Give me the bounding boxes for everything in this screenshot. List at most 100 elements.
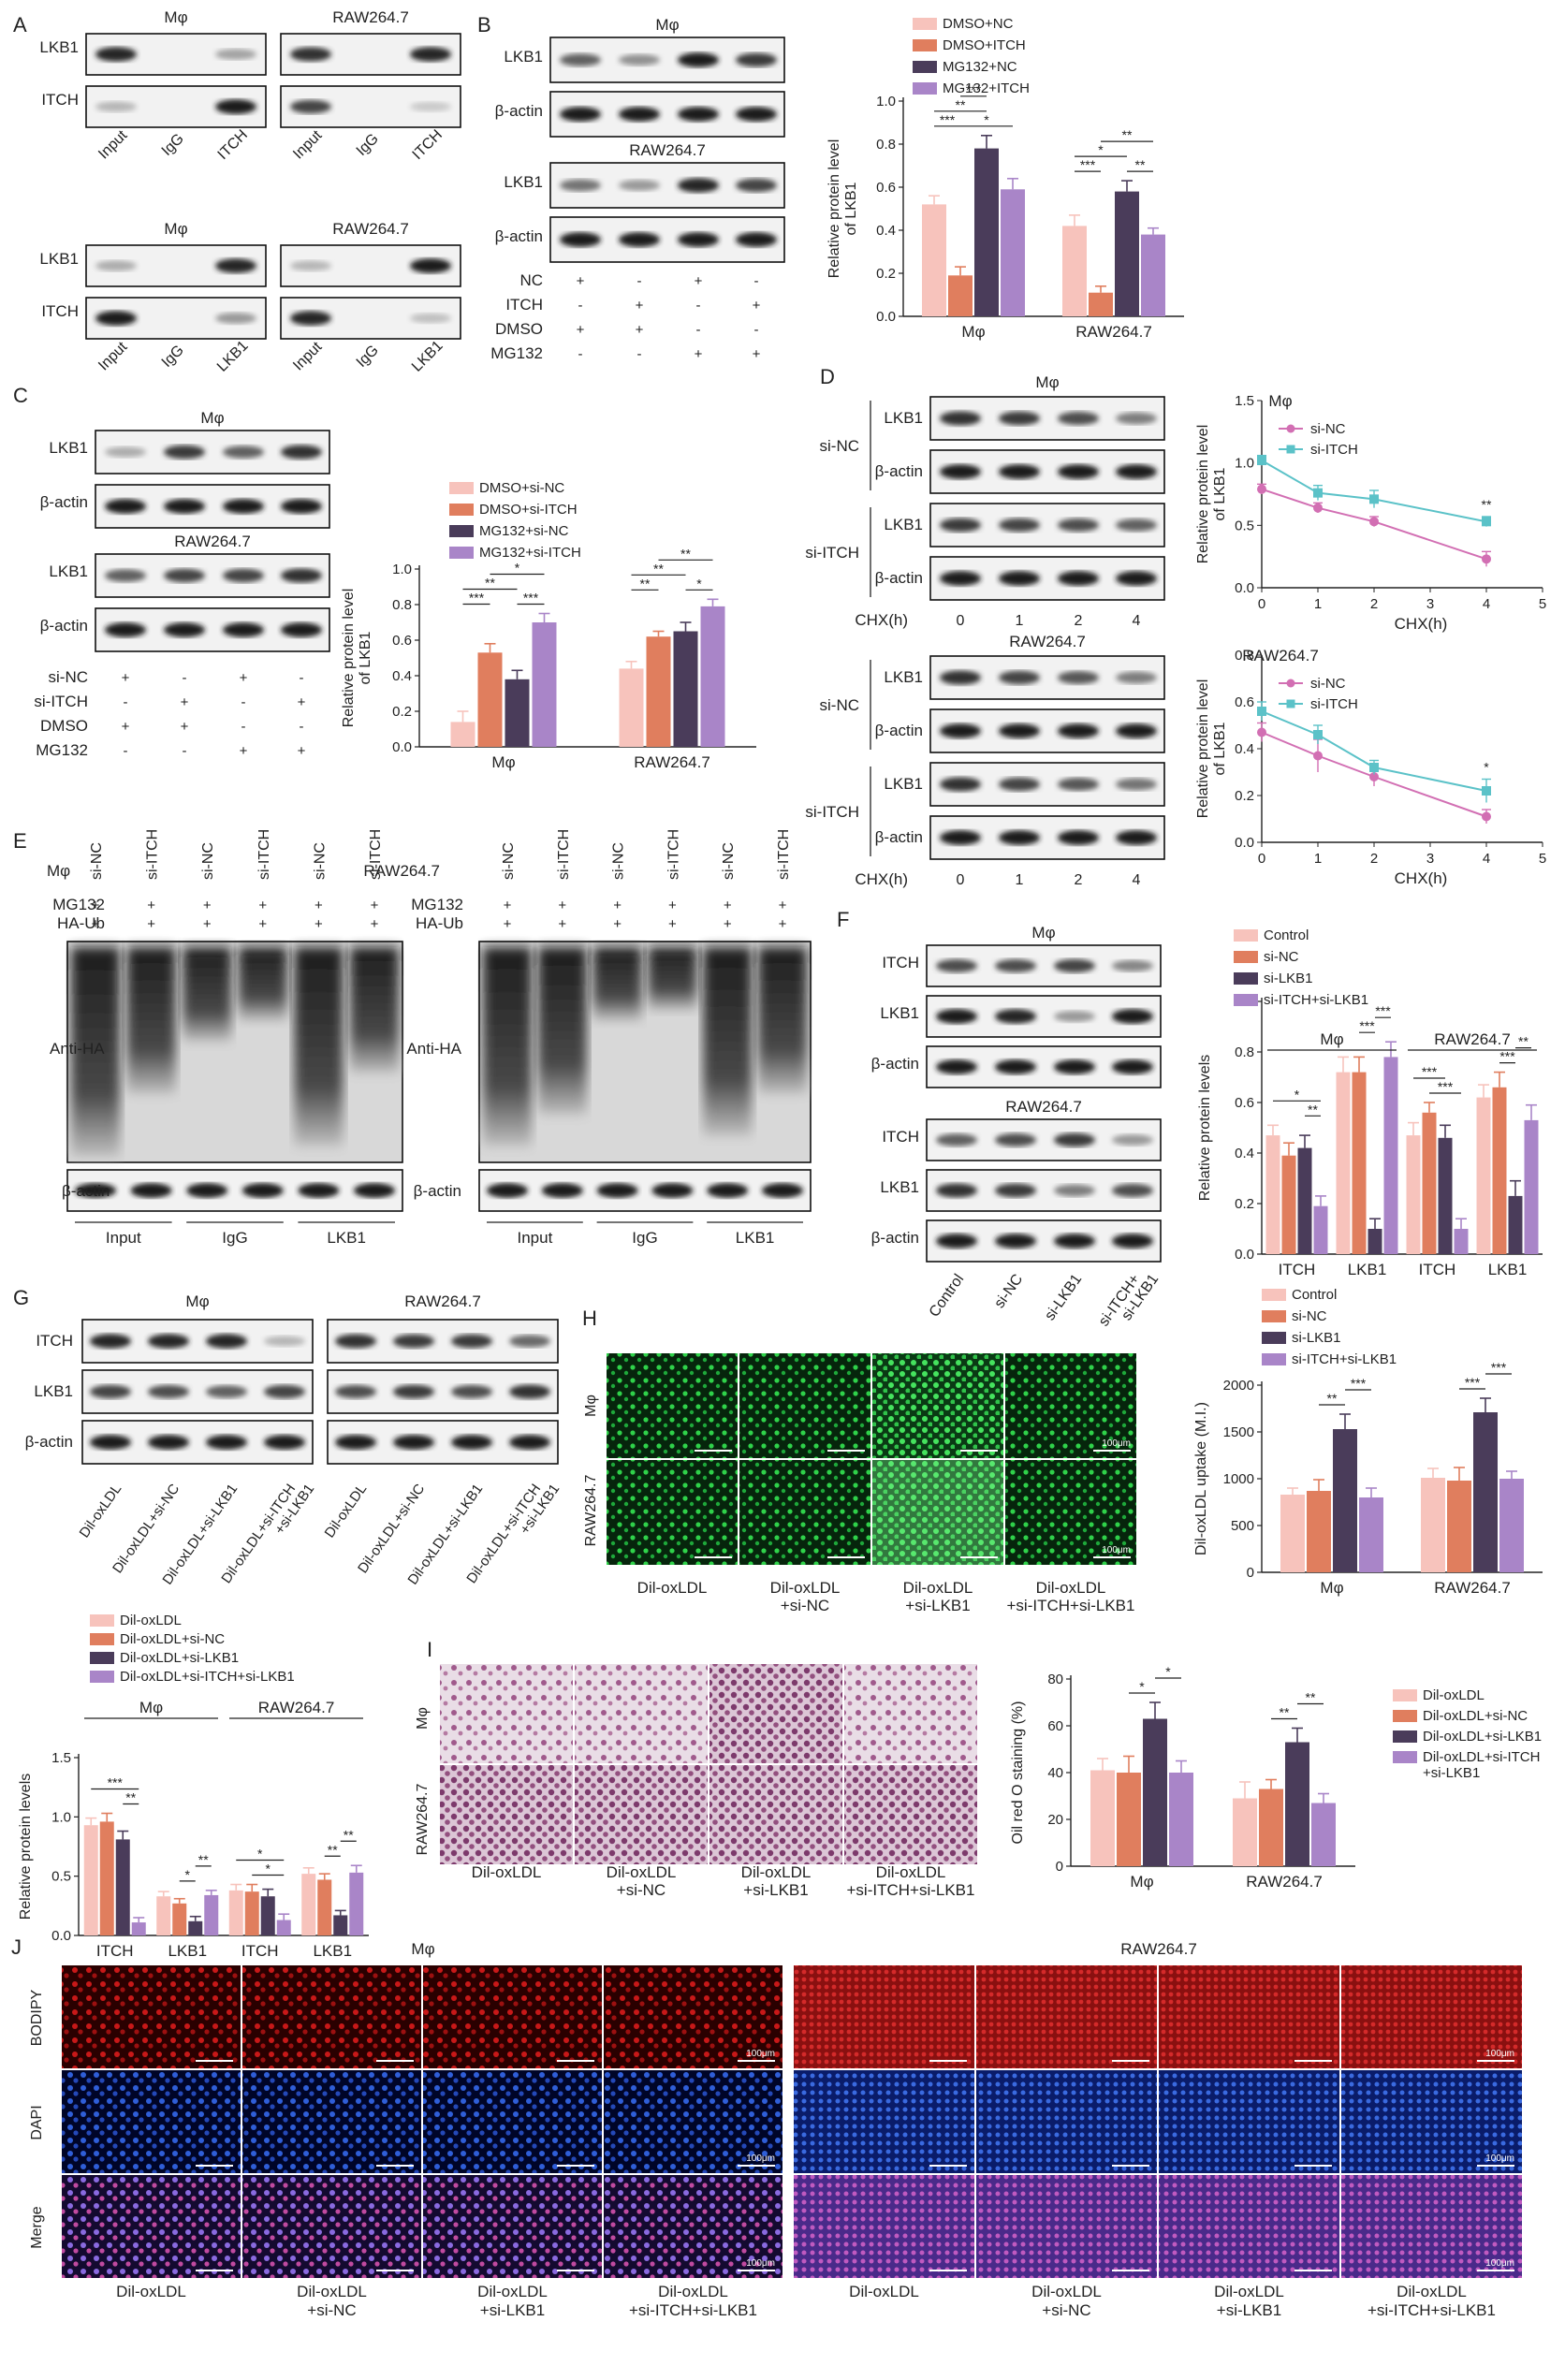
label: Mφ: [164, 8, 187, 26]
lane-label: si-ITCH: [776, 829, 792, 880]
micrograph: [604, 2175, 782, 2278]
band: [762, 1183, 803, 1198]
bar: [1438, 1137, 1453, 1254]
series-line: [1261, 731, 1487, 818]
micrograph: [607, 1353, 738, 1458]
condition-sign: -: [754, 322, 759, 338]
y-tick-label: 0: [1056, 1859, 1063, 1875]
band: [90, 1384, 131, 1399]
band: [940, 571, 981, 586]
condition-sign: +: [577, 322, 585, 338]
condition-sign: +: [779, 916, 787, 932]
condition-sign: +: [668, 916, 677, 932]
band: [736, 232, 777, 247]
data-point: [1257, 456, 1266, 465]
band: [290, 47, 331, 62]
band: [148, 1334, 189, 1349]
legend-label: MG132+si-NC: [479, 523, 569, 539]
time-label: 4: [1133, 613, 1141, 629]
legend-swatch: [1393, 1751, 1417, 1763]
band: [560, 107, 601, 122]
ubiquitin-smear: [294, 947, 344, 1146]
bar: [1359, 1497, 1383, 1572]
bar: [646, 636, 671, 747]
condition-sign: +: [92, 916, 100, 932]
bar: [1421, 1478, 1445, 1572]
condition-sign: +: [122, 670, 130, 686]
y-axis-label: Relative protein level: [826, 139, 842, 279]
bar: [349, 1872, 364, 1935]
x-tick-label: 2: [1370, 596, 1378, 612]
band: [75, 1183, 116, 1198]
ubiquitin-smear: [537, 947, 587, 1116]
chart-B: 0.0 0.2 0.4 0.6 0.8 1.0 Relative protein level…: [826, 16, 1184, 341]
time-label: 2: [1075, 872, 1083, 888]
significance-label: *: [1139, 1679, 1145, 1694]
condition-sign: -: [124, 694, 128, 710]
band: [1054, 1184, 1095, 1197]
legend-swatch: [449, 504, 474, 516]
bar: [188, 1920, 203, 1935]
legend-swatch: [449, 482, 474, 494]
band: [936, 1234, 977, 1248]
condition-sign: +: [314, 916, 323, 932]
row-label: LKB1: [880, 1178, 919, 1196]
bar: [1281, 1155, 1296, 1254]
band: [1054, 1011, 1095, 1022]
band: [95, 101, 137, 112]
scale-label: 100μm: [746, 2258, 775, 2269]
y-tick-label: 20: [1047, 1812, 1063, 1828]
label: RAW264.7: [174, 533, 251, 550]
band: [678, 52, 719, 67]
western-blot-frame: [478, 941, 812, 1163]
legend-label: si-ITCH: [1310, 696, 1358, 712]
band: [936, 958, 977, 973]
time-label: 4: [1133, 872, 1141, 888]
category-label: LKB1: [1348, 1261, 1387, 1278]
band: [393, 1334, 434, 1349]
category-label: RAW264.7: [1434, 1579, 1511, 1597]
bar: [1233, 1798, 1257, 1866]
row-label: Merge: [29, 2206, 45, 2248]
band: [509, 1335, 550, 1348]
band: [707, 1183, 749, 1198]
condition-sign: -: [696, 298, 701, 314]
band: [1116, 518, 1157, 532]
condition-sign: +: [147, 898, 155, 913]
column-label: Dil-oxLDL: [1031, 2283, 1102, 2300]
band: [1116, 671, 1157, 684]
y-tick-label: 0.4: [392, 668, 412, 684]
legend-label: si-ITCH+si-LKB1: [1264, 992, 1368, 1008]
band: [335, 1435, 376, 1450]
lane-label: Dil-oxLDL: [322, 1482, 371, 1541]
legend-swatch: [1262, 1353, 1286, 1365]
lane-label: IgG: [354, 343, 382, 371]
micrograph: [242, 2070, 421, 2173]
panel-letter: F: [837, 908, 849, 931]
bar: [244, 1891, 259, 1935]
row-label: LKB1: [884, 409, 923, 427]
group-label: si-ITCH: [805, 803, 859, 821]
ubiquitin-smear: [350, 947, 399, 1073]
bar: [1352, 1072, 1367, 1254]
micrograph: [976, 2175, 1157, 2278]
band: [223, 499, 264, 514]
significance-label: *: [1165, 1664, 1171, 1679]
legend-label: MG132+si-ITCH: [479, 545, 581, 561]
significance-label: ***: [1438, 1079, 1454, 1094]
micrograph: [1159, 2070, 1339, 2173]
scale-label: 100μm: [746, 2049, 775, 2059]
bar: [1524, 1119, 1539, 1254]
band: [596, 1183, 638, 1198]
y-axis-label: Dil-oxLDL uptake (M.I.): [1193, 1402, 1209, 1555]
lane-label: si-ITCH: [256, 829, 272, 880]
legend-swatch: [1234, 972, 1258, 985]
band: [451, 1384, 492, 1399]
series-line: [1261, 710, 1487, 792]
condition-sign: +: [577, 273, 585, 289]
group-label: si-NC: [820, 696, 860, 714]
block-title: Mφ: [411, 1940, 434, 1958]
column-label: +si-ITCH+si-LKB1: [629, 2301, 757, 2319]
bar: [1169, 1773, 1193, 1866]
condition-sign: -: [241, 694, 246, 710]
